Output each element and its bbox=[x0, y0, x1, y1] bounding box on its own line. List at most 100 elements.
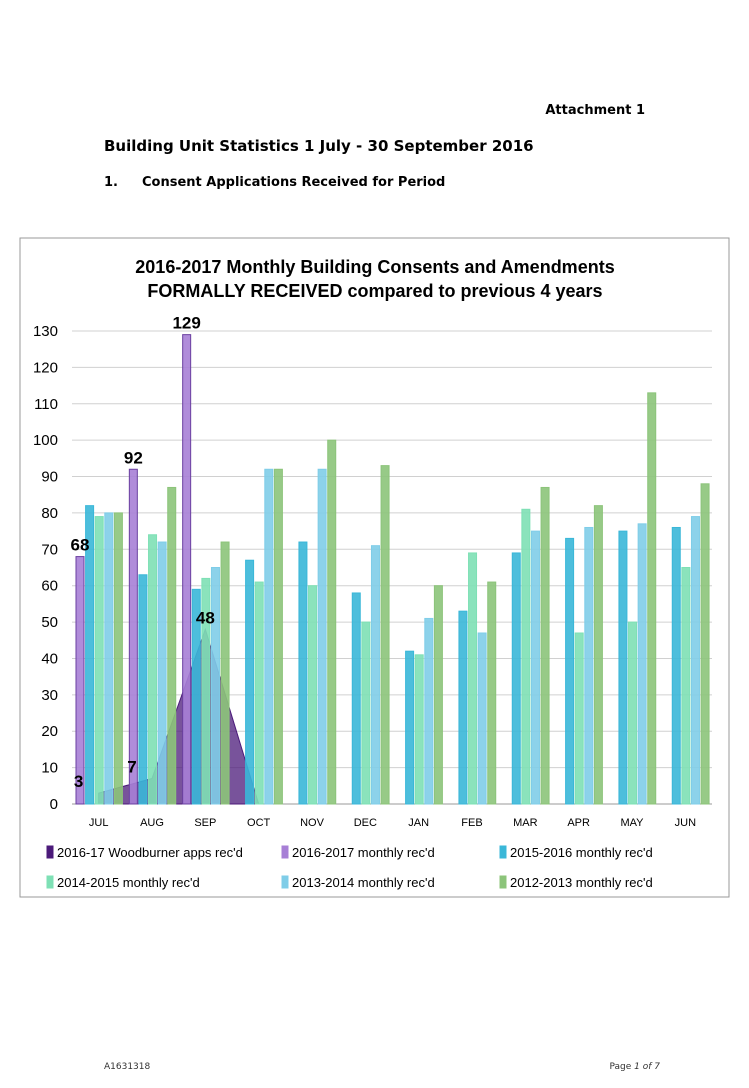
bar bbox=[182, 334, 192, 805]
bar bbox=[94, 516, 104, 805]
bar bbox=[433, 585, 443, 805]
legend-swatch bbox=[281, 875, 289, 889]
bar bbox=[113, 512, 123, 805]
y-tick-label: 110 bbox=[34, 396, 58, 413]
y-tick-label: 20 bbox=[41, 723, 58, 740]
bar bbox=[85, 505, 95, 805]
bar bbox=[530, 530, 540, 805]
bar bbox=[201, 577, 211, 805]
bar bbox=[245, 559, 255, 805]
bar bbox=[458, 610, 468, 805]
bar bbox=[487, 581, 497, 805]
x-tick-label: MAY bbox=[620, 817, 644, 829]
x-tick-label: SEP bbox=[194, 817, 216, 829]
page-number: Page 1 of 7 bbox=[609, 1062, 660, 1072]
bar bbox=[671, 526, 681, 805]
bar bbox=[414, 654, 424, 805]
x-tick-label: OCT bbox=[247, 817, 271, 829]
y-tick-label: 0 bbox=[50, 796, 58, 813]
bar bbox=[565, 537, 575, 805]
bar bbox=[220, 541, 230, 805]
bar bbox=[191, 588, 201, 805]
bar bbox=[167, 486, 177, 805]
legend-label: 2012-2013 monthly rec'd bbox=[510, 875, 653, 890]
y-tick-label: 100 bbox=[33, 432, 58, 449]
doc-id: A1631318 bbox=[104, 1062, 151, 1072]
bar bbox=[647, 392, 657, 805]
bar bbox=[254, 581, 264, 805]
bar bbox=[104, 512, 114, 805]
attachment: Attachment 1 bbox=[545, 103, 645, 118]
bar bbox=[148, 534, 158, 805]
bar bbox=[690, 516, 700, 805]
legend-label: 2016-17 Woodburner apps rec'd bbox=[57, 845, 243, 860]
y-tick-label: 30 bbox=[41, 687, 58, 704]
bar bbox=[584, 526, 594, 805]
chart: 0 10 20 30 40 50 60 70 80 90 100 110 120 130 JUL AUG SEP… bbox=[33, 314, 712, 890]
data-label: 68 bbox=[71, 536, 90, 555]
data-label: 3 bbox=[74, 772, 83, 791]
data-label: 48 bbox=[196, 608, 215, 627]
legend-swatch bbox=[46, 845, 54, 859]
legend-swatch bbox=[281, 845, 289, 859]
bar bbox=[681, 567, 691, 805]
bar bbox=[477, 632, 487, 805]
y-tick-label: 130 bbox=[33, 323, 58, 340]
bar bbox=[468, 552, 478, 805]
x-tick-label: JUN bbox=[675, 817, 696, 829]
page-count: 1 of 7 bbox=[634, 1062, 660, 1072]
chart-subtitle: FORMALLY RECEIVED compared to previous 4… bbox=[147, 281, 602, 301]
bar bbox=[298, 541, 308, 805]
bar bbox=[264, 468, 274, 805]
x-tick-label: NOV bbox=[300, 817, 325, 829]
bar bbox=[327, 439, 337, 805]
data-label: 92 bbox=[124, 448, 143, 467]
bar bbox=[273, 468, 283, 805]
bar bbox=[574, 632, 584, 805]
bar bbox=[637, 523, 647, 805]
bar bbox=[521, 508, 531, 805]
legend-label: 2014-2015 monthly rec'd bbox=[57, 875, 200, 890]
x-tick-label: JAN bbox=[408, 817, 429, 829]
bar bbox=[351, 592, 361, 805]
bar bbox=[700, 483, 710, 805]
x-tick-label: FEB bbox=[461, 817, 482, 829]
legend-swatch bbox=[499, 845, 507, 859]
bar bbox=[361, 621, 371, 805]
bar bbox=[628, 621, 638, 805]
x-tick-label: JUL bbox=[89, 817, 109, 829]
legend-swatch bbox=[46, 875, 54, 889]
bar bbox=[138, 574, 148, 805]
section-heading: Consent Applications Received for Period bbox=[142, 175, 445, 190]
bar bbox=[380, 465, 390, 805]
y-tick-label: 70 bbox=[41, 541, 58, 558]
bar bbox=[511, 552, 521, 805]
bar bbox=[308, 585, 318, 805]
y-tick-label: 80 bbox=[41, 505, 58, 522]
y-tick-label: 10 bbox=[41, 760, 58, 777]
bar bbox=[593, 505, 603, 805]
bar bbox=[157, 541, 167, 805]
y-tick-label: 60 bbox=[41, 578, 58, 595]
bar bbox=[405, 650, 415, 805]
y-tick-label: 40 bbox=[41, 650, 58, 667]
doc-title: Building Unit Statistics 1 July - 30 Sep… bbox=[104, 137, 534, 155]
y-tick-label: 90 bbox=[41, 469, 58, 486]
bar bbox=[128, 468, 138, 805]
legend-label: 2015-2016 monthly rec'd bbox=[510, 845, 653, 860]
bar bbox=[75, 556, 85, 805]
bar bbox=[317, 468, 327, 805]
section-number: 1. bbox=[104, 175, 118, 190]
x-tick-label: APR bbox=[567, 817, 590, 829]
bar bbox=[210, 567, 220, 805]
y-tick-label: 50 bbox=[41, 614, 58, 631]
page-label: Page bbox=[609, 1062, 631, 1072]
legend-label: 2013-2014 monthly rec'd bbox=[292, 875, 435, 890]
data-label: 129 bbox=[172, 314, 200, 333]
x-tick-label: DEC bbox=[354, 817, 377, 829]
bar bbox=[370, 545, 380, 805]
data-label: 7 bbox=[127, 758, 136, 777]
legend-swatch bbox=[499, 875, 507, 889]
bar bbox=[424, 617, 434, 805]
